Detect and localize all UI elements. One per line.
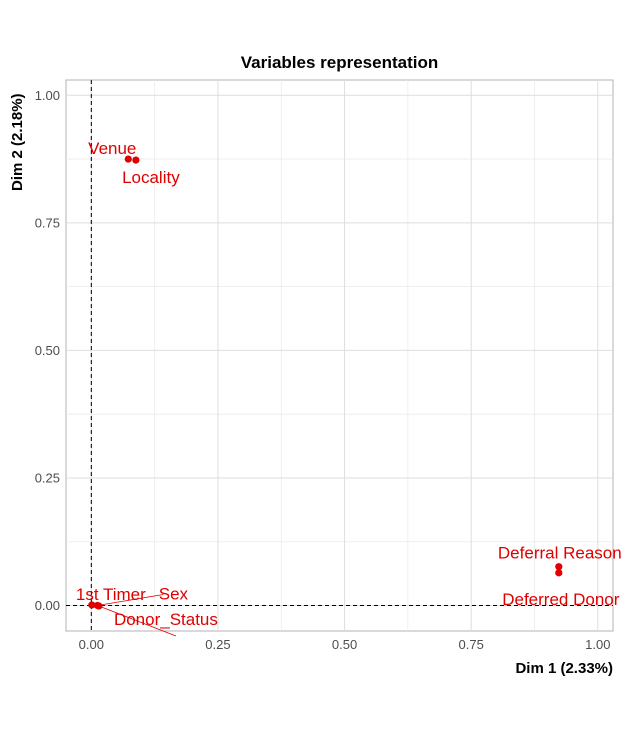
point-label: Venue: [88, 139, 136, 158]
data-point: [555, 563, 563, 571]
point-label: Deferred Donor: [502, 590, 620, 609]
point-label: 1st Timer: [76, 585, 146, 604]
data-point: [124, 155, 132, 163]
x-tick-label: 0.75: [459, 637, 484, 652]
data-point: [88, 601, 96, 609]
point-label: Deferral Reason: [498, 544, 622, 563]
tick-labels: 0.00 0.25 0.50 0.75 1.00 0.00 0.25 0.50 0.75 1.00: [35, 88, 611, 652]
label-connectors: [97, 594, 177, 637]
data-points: [88, 155, 563, 610]
x-tick-label: 1.00: [585, 637, 610, 652]
data-point: [555, 569, 563, 577]
panel-background: [65, 79, 614, 632]
point-label: Locality: [122, 168, 180, 187]
label-connector: [98, 605, 177, 637]
point-label: Donor_Status: [114, 610, 218, 629]
label-connector: [97, 594, 164, 606]
y-tick-label: 1.00: [35, 88, 60, 103]
y-axis-title: Dim 2 (2.18%): [9, 93, 26, 191]
point-labels: Venue Locality Deferral Reason Deferred Don…: [76, 139, 622, 629]
x-tick-label: 0.00: [79, 637, 104, 652]
data-point: [132, 156, 140, 164]
y-tick-label: 0.00: [35, 598, 60, 613]
y-tick-label: 0.50: [35, 343, 60, 358]
data-point: [95, 602, 103, 610]
y-tick-label: 0.75: [35, 215, 60, 230]
x-tick-label: 0.50: [332, 637, 357, 652]
x-axis-title: Dim 1 (2.33%): [515, 660, 613, 677]
chart-title: Variables representation: [241, 53, 438, 72]
reference-lines: [66, 80, 613, 631]
x-tick-label: 0.25: [205, 637, 230, 652]
point-label: Sex: [159, 584, 189, 603]
y-tick-label: 0.25: [35, 470, 60, 485]
